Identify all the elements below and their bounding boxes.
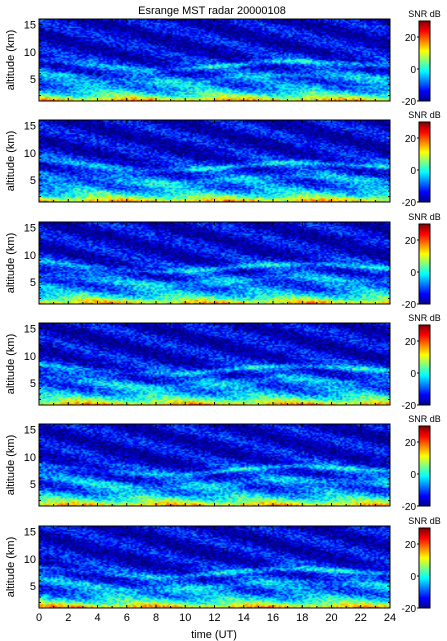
colorbar-tick-label: -20	[402, 502, 417, 513]
y-tick-label: 15	[24, 222, 36, 234]
colorbar-label: SNR dB	[408, 110, 441, 120]
x-tick-label: 6	[124, 612, 130, 624]
heatmap-panel-2: 5 10 15 altitude (km) SNR dB 20 0 -20	[5, 110, 441, 209]
colorbar-label: SNR dB	[408, 9, 441, 19]
colorbar-tick-label: 0	[410, 470, 416, 481]
colorbar-tick-label: -20	[402, 300, 417, 311]
x-tick-label: 16	[267, 612, 279, 624]
colorbar-tick-label: 0	[410, 268, 416, 279]
y-tick-label: 5	[30, 581, 36, 593]
y-tick-label: 10	[24, 351, 36, 363]
colorbar-tick-label: 20	[405, 236, 417, 247]
heatmap-panel-1: 5 10 15 altitude (km) SNR dB 20 0 -20	[5, 9, 441, 108]
colorbar	[418, 223, 431, 305]
y-tick-label: 10	[24, 250, 36, 262]
x-tick-label: 24	[384, 612, 396, 624]
heatmap-panel-3: 5 10 15 altitude (km) SNR dB 20 0 -20	[5, 212, 441, 311]
x-tick-label: 0	[36, 612, 42, 624]
x-tick-label: 12	[208, 612, 220, 624]
colorbar-tick-label: 0	[410, 166, 416, 177]
colorbar-tick-label: -20	[402, 604, 417, 615]
snr-heatmap	[39, 19, 390, 101]
y-tick-label: 5	[30, 175, 36, 187]
y-tick-label: 10	[24, 554, 36, 566]
colorbar-label: SNR dB	[408, 313, 441, 323]
y-tick-label: 15	[24, 19, 36, 31]
y-axis-label: altitude (km)	[5, 131, 17, 192]
snr-heatmap	[39, 120, 390, 202]
y-tick-label: 5	[30, 74, 36, 86]
colorbar-label: SNR dB	[408, 414, 441, 424]
colorbar-tick-label: -20	[402, 401, 417, 412]
colorbar	[418, 121, 431, 203]
y-tick-label: 5	[30, 277, 36, 289]
colorbar-tick-label: -20	[402, 97, 417, 108]
colorbar	[418, 425, 431, 507]
x-tick-label: 22	[355, 612, 367, 624]
snr-heatmap	[39, 222, 390, 304]
colorbar-tick-label: 20	[405, 337, 417, 348]
x-tick-label: 2	[65, 612, 71, 624]
y-tick-label: 15	[24, 526, 36, 538]
y-tick-label: 5	[30, 479, 36, 491]
y-tick-label: 15	[24, 120, 36, 132]
y-tick-label: 5	[30, 378, 36, 390]
y-tick-label: 15	[24, 323, 36, 335]
colorbar-tick-label: 20	[405, 540, 417, 551]
colorbar-tick-label: -20	[402, 198, 417, 209]
x-axis-label: time (UT)	[191, 629, 237, 641]
colorbar-tick-label: 0	[410, 369, 416, 380]
colorbar-tick-label: 20	[405, 33, 417, 44]
x-tick-label: 4	[94, 612, 100, 624]
colorbar-tick-label: 20	[405, 438, 417, 449]
colorbar-tick-label: 20	[405, 134, 417, 145]
y-tick-label: 10	[24, 452, 36, 464]
colorbar-tick-label: 0	[410, 572, 416, 583]
y-tick-label: 10	[24, 47, 36, 59]
snr-heatmap	[39, 424, 390, 506]
colorbar-tick-label: 0	[410, 65, 416, 76]
y-tick-label: 10	[24, 148, 36, 160]
x-tick-label: 20	[325, 612, 337, 624]
heatmap-panel-5: 5 10 15 altitude (km) SNR dB 20 0 -20	[5, 414, 441, 513]
heatmap-panel-6: 5 10 15 altitude (km) SNR dB 20 0 -20	[5, 516, 441, 615]
y-tick-label: 15	[24, 424, 36, 436]
x-tick-label: 14	[238, 612, 250, 624]
colorbar	[418, 20, 431, 102]
colorbar-label: SNR dB	[408, 516, 441, 526]
x-tick-label: 18	[296, 612, 308, 624]
x-tick-label: 10	[179, 612, 191, 624]
y-axis-label: altitude (km)	[5, 30, 17, 91]
colorbar	[418, 527, 431, 609]
colorbar	[418, 324, 431, 406]
y-axis-label: altitude (km)	[5, 435, 17, 496]
y-axis-label: altitude (km)	[5, 334, 17, 395]
snr-heatmap	[39, 526, 390, 608]
chart-title: Esrange MST radar 20000108	[138, 5, 286, 17]
y-axis-label: altitude (km)	[5, 537, 17, 598]
snr-heatmap	[39, 323, 390, 405]
y-axis-label: altitude (km)	[5, 233, 17, 294]
colorbar-label: SNR dB	[408, 212, 441, 222]
x-tick-label: 8	[153, 612, 159, 624]
heatmap-panel-4: 5 10 15 altitude (km) SNR dB 20 0 -20	[5, 313, 441, 412]
